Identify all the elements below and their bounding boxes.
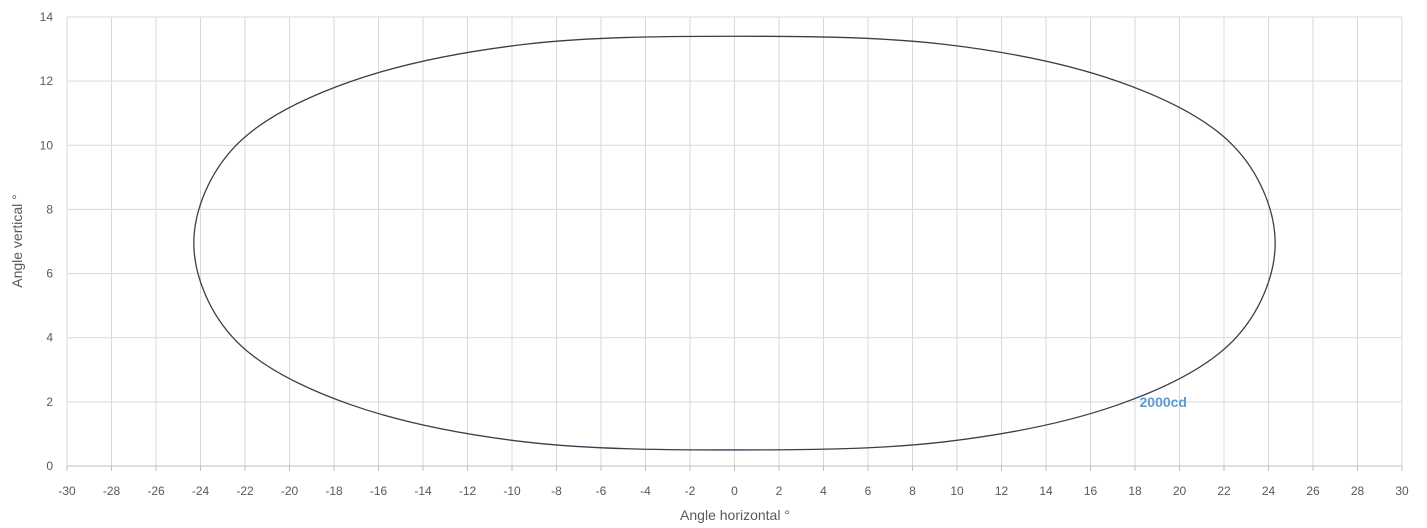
grid-lines [66,16,1403,471]
x-tick-labels: -30 -28 -26 -24 -22 -20 -18 -16 -14 -12 -10 -8 -6 -4-… [58,484,1409,498]
y-tick-label: 12 [40,74,54,88]
series-line-2000cd [193,35,1276,451]
x-tick-label: -8 [551,484,562,498]
x-tick-label: 6 [865,484,872,498]
x-tick-label: 8 [909,484,916,498]
y-tick-labels: 0 2 4 6 8 10 12 14 [40,10,54,473]
x-tick-label: -22 [236,484,254,498]
x-tick-label: 12 [995,484,1009,498]
x-tick-label: 24 [1262,484,1276,498]
x-tick-label: -24 [192,484,210,498]
y-tick-label: 6 [46,267,53,281]
annotation-label: 2000cd [1140,394,1187,410]
y-tick-label: 14 [40,10,54,24]
x-tick-label: -2 [685,484,696,498]
y-tick-label: 10 [40,138,54,152]
x-tick-label: 30 [1395,484,1409,498]
x-tick-label: -30 [58,484,76,498]
x-axis-title: Angle horizontal ° [680,507,790,523]
x-tick-label: -14 [414,484,432,498]
plot-series [193,35,1276,451]
y-tick-label: 4 [46,331,53,345]
y-axis-title: Angle vertical ° [9,194,25,288]
x-tick-label: -28 [103,484,121,498]
x-tick-label: -20 [281,484,299,498]
x-tick-label: -26 [147,484,165,498]
x-tick-label: 28 [1351,484,1365,498]
x-tick-label: 18 [1128,484,1142,498]
x-tick-label: -12 [459,484,477,498]
x-tick-label: -10 [503,484,521,498]
annotations: 2000cd [1140,394,1187,410]
x-tick-label: -18 [325,484,343,498]
y-tick-label: 2 [46,395,53,409]
x-tick-label: 0 [731,484,738,498]
x-tick-label: -6 [596,484,607,498]
y-tick-label: 8 [46,202,53,216]
x-tick-label: -4 [640,484,651,498]
x-tick-label: 14 [1039,484,1053,498]
x-tick-label: 22 [1217,484,1231,498]
x-tick-label: 26 [1306,484,1320,498]
x-tick-label: -16 [370,484,388,498]
x-tick-label: 10 [950,484,964,498]
x-tick-label: 20 [1173,484,1187,498]
y-tick-label: 0 [46,459,53,473]
x-tick-label: 4 [820,484,827,498]
x-tick-label: 2 [776,484,783,498]
x-tick-label: 16 [1084,484,1098,498]
